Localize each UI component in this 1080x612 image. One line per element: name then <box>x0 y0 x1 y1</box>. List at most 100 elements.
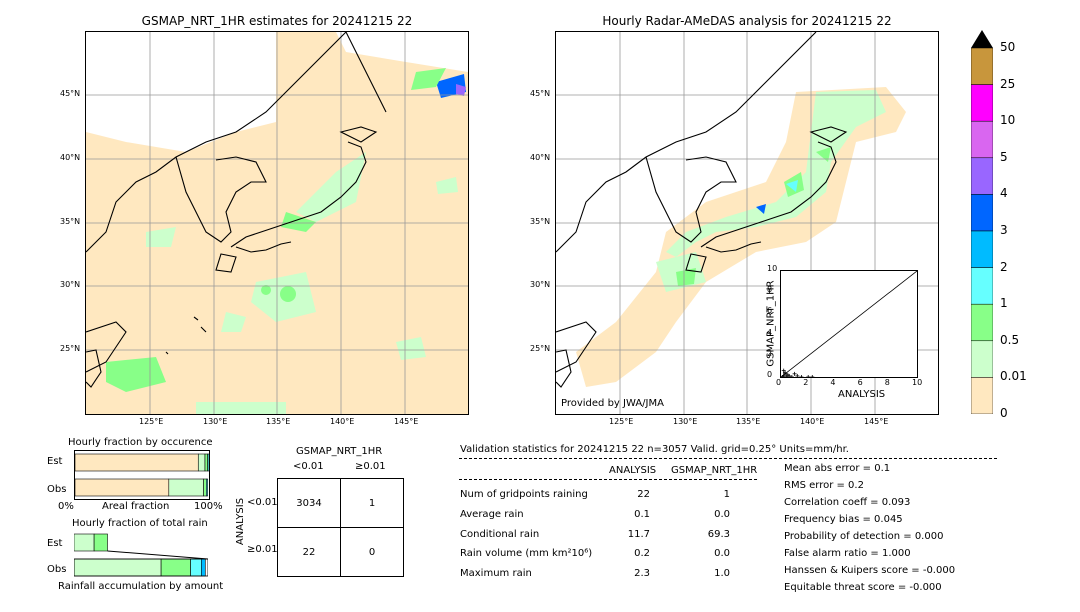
scatter-x-tick: 4 <box>830 378 836 387</box>
score-line: RMS error = 0.2 <box>784 480 864 491</box>
score-line: Frequency bias = 0.045 <box>784 514 903 525</box>
contingency-table: 3034 1 22 0 <box>277 478 404 577</box>
fraction-bar-segment <box>74 453 199 472</box>
colorbar-label: 0.5 <box>1000 332 1020 347</box>
contingency-cell: 22 <box>277 527 341 577</box>
occurrence-est-label: Est <box>47 456 63 467</box>
scatter-y-tick: 0 <box>767 370 773 379</box>
stat-analysis: 11.7 <box>627 529 650 540</box>
scatter-point <box>799 375 804 379</box>
left-lat-label: 45°N <box>60 89 81 98</box>
left-map-canvas <box>86 32 468 414</box>
total-rain-est-label: Est <box>47 538 63 549</box>
left-lon-label: 135°E <box>266 417 291 426</box>
contingency-cell: 3034 <box>277 478 341 528</box>
stat-gsmap: 1 <box>723 489 730 500</box>
right-lon-label: 135°E <box>736 417 761 426</box>
scatter-diagonal <box>780 270 918 378</box>
fraction-bar-segment <box>160 558 191 577</box>
map-credit: Provided by JWA/JMA <box>561 398 664 409</box>
left-lat-label: 25°N <box>60 344 81 353</box>
score-line: False alarm ratio = 1.000 <box>784 548 911 559</box>
scatter-point <box>795 373 800 378</box>
colorbar-swatch <box>970 340 994 378</box>
contingency-row-label: <0.01 <box>247 497 278 508</box>
colorbar-label: 0.01 <box>1000 369 1027 384</box>
scatter-y-tick: 2 <box>767 348 773 358</box>
colorbar-swatch <box>970 303 994 342</box>
occurrence-obs-label: Obs <box>47 484 67 495</box>
colorbar-swatch <box>970 84 994 122</box>
scatter-point <box>792 371 797 376</box>
occurrence-x-right: 100% <box>194 501 223 512</box>
colorbar-label: 2 <box>1000 259 1008 274</box>
occurrence-xlabel: Areal fraction <box>102 501 170 512</box>
fraction-bar-segment <box>73 558 162 577</box>
colorbar-label: 25 <box>1000 76 1016 91</box>
colorbar-label: 5 <box>1000 149 1008 164</box>
score-line: Equitable threat score = -0.000 <box>784 582 942 593</box>
scatter-x-tick: 2 <box>803 378 809 387</box>
scatter-y-tick: 4 <box>767 327 773 337</box>
contingency-title: GSMAP_NRT_1HR <box>296 446 383 457</box>
left-lon-label: 140°E <box>330 417 355 426</box>
fraction-bar-segment <box>197 453 206 472</box>
right-map: Provided by JWA/JMA <box>555 31 939 415</box>
right-map-canvas <box>556 32 938 414</box>
scatter-x-tick: 0 <box>776 378 782 387</box>
fraction-bar-segment <box>168 478 204 497</box>
fraction-bar-segment <box>204 453 208 472</box>
fraction-bar-segment <box>93 533 108 552</box>
contingency-cell: 0 <box>340 527 404 577</box>
scatter-xlabel: ANALYSIS <box>838 389 886 400</box>
colorbar-swatch <box>970 377 994 415</box>
fraction-bar-segment <box>74 478 170 497</box>
validation-header: Validation statistics for 20241215 22 n=… <box>460 444 849 455</box>
right-lat-label: 40°N <box>530 153 551 162</box>
left-lat-label: 40°N <box>60 153 81 162</box>
left-lon-label: 125°E <box>139 417 164 426</box>
fraction-bar-segment <box>207 453 210 472</box>
stat-label: Average rain <box>460 509 524 520</box>
contingency-row-label: ≥0.01 <box>247 544 278 555</box>
colorbar-label: 4 <box>1000 186 1008 201</box>
total-rain-bars <box>73 533 209 577</box>
total-rain-chart <box>73 531 209 579</box>
left-map-title: GSMAP_NRT_1HR estimates for 20241215 22 <box>141 14 413 28</box>
right-lon-label: 125°E <box>609 417 634 426</box>
total-rain-title: Hourly fraction of total rain <box>72 518 208 529</box>
occurrence-x-left: 0% <box>58 501 74 512</box>
scatter-point <box>806 375 811 379</box>
contingency-cell: 1 <box>340 478 404 528</box>
right-lat-label: 30°N <box>530 280 551 289</box>
stat-gsmap: 0.0 <box>714 509 730 520</box>
stat-analysis: 0.2 <box>634 548 650 559</box>
fraction-bar-segment <box>203 478 207 497</box>
fraction-bar-segment <box>206 478 208 497</box>
scatter-x-tick: 10 <box>912 378 923 387</box>
stat-label: Conditional rain <box>460 529 540 540</box>
stat-analysis: 22 <box>637 489 650 500</box>
col-gsmap-header: GSMAP_NRT_1HR <box>671 465 758 476</box>
col-analysis-header: ANALYSIS <box>609 465 657 476</box>
colorbar-swatch <box>970 230 994 268</box>
colorbar-label: 1 <box>1000 296 1008 311</box>
colorbar-label: 0 <box>1000 406 1008 420</box>
colorbar-label: 3 <box>1000 223 1008 237</box>
stat-label: Rain volume (mm km²10⁶) <box>460 548 593 559</box>
colorbar-swatch <box>970 157 994 195</box>
scatter-y-tick: 10 <box>767 264 778 273</box>
right-lat-label: 35°N <box>530 217 551 226</box>
total-rain-obs-label: Obs <box>47 564 67 575</box>
stat-analysis: 0.1 <box>634 509 650 520</box>
colorbar-swatches <box>970 30 994 415</box>
right-map-title: Hourly Radar-AMeDAS analysis for 2024121… <box>602 14 892 28</box>
left-lon-label: 145°E <box>394 417 419 426</box>
right-lat-label: 25°N <box>530 344 551 353</box>
contingency-side-label: ANALYSIS <box>235 497 247 546</box>
colorbar-swatch <box>970 194 994 232</box>
colorbar-swatch <box>970 47 994 85</box>
right-lon-label: 130°E <box>673 417 698 426</box>
scatter-point <box>781 368 786 373</box>
left-lat-label: 35°N <box>60 217 81 226</box>
